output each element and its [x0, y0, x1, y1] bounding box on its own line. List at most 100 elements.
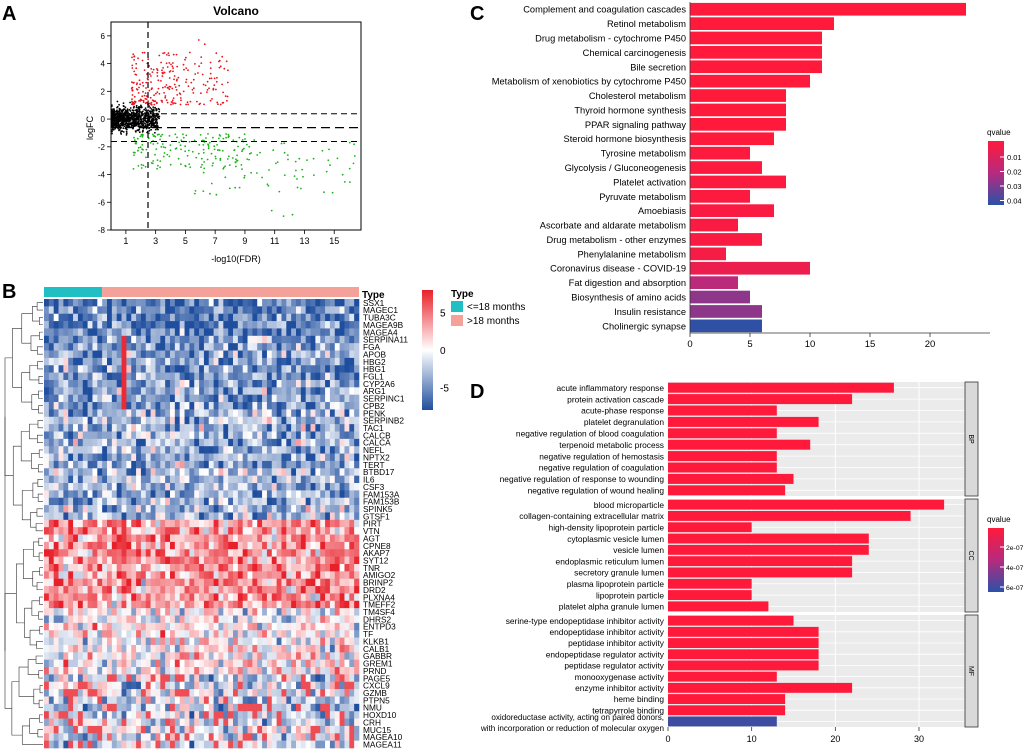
- heat-cell: [145, 460, 151, 469]
- heat-cell: [145, 379, 151, 388]
- heat-cell: [325, 446, 331, 454]
- heat-cell: [247, 593, 253, 602]
- heat-cell: [228, 534, 234, 543]
- heat-cell: [325, 571, 331, 579]
- heat-cell: [131, 321, 137, 329]
- heat-cell: [252, 578, 258, 587]
- heat-cell: [266, 394, 273, 403]
- heat-cell: [305, 424, 311, 432]
- heat-cell: [203, 652, 210, 660]
- heat-cell: [228, 689, 234, 697]
- heat-cell: [247, 299, 253, 307]
- heat-cell: [339, 659, 345, 668]
- heat-cell: [174, 446, 180, 454]
- heat-cell: [92, 424, 98, 432]
- heat-cell: [160, 350, 166, 359]
- ns-point: [156, 118, 158, 121]
- heat-cell: [107, 630, 113, 638]
- heat-cell: [237, 438, 243, 447]
- heat-cell: [44, 519, 50, 528]
- down-point: [202, 148, 205, 151]
- heat-cell: [266, 335, 273, 344]
- heat-cell: [329, 343, 336, 351]
- heat-cell: [228, 468, 234, 476]
- up-point: [172, 62, 174, 64]
- heat-cell: [165, 667, 171, 675]
- up-point: [161, 99, 163, 102]
- heat-cell: [271, 453, 277, 462]
- heat-cell: [354, 343, 360, 351]
- heat-cell: [339, 328, 345, 337]
- heatmap-cells: [44, 299, 360, 749]
- heat-cell: [97, 563, 103, 572]
- heat-cell: [44, 483, 50, 491]
- heat-cell: [252, 527, 258, 535]
- up-point: [164, 86, 167, 88]
- dendrogram-branch: [30, 512, 37, 528]
- heat-cell: [170, 446, 176, 454]
- heat-cell: [262, 652, 268, 660]
- heat-cell: [48, 306, 54, 315]
- heat-cell: [300, 483, 306, 491]
- heat-cell: [247, 460, 253, 469]
- heat-cell: [300, 328, 306, 337]
- heat-cell: [344, 438, 350, 447]
- heat-cell: [320, 357, 326, 366]
- heat-cell: [155, 431, 161, 440]
- heat-cell: [194, 674, 200, 683]
- heat-cell: [315, 335, 321, 344]
- heat-cell: [160, 306, 166, 315]
- heat-cell: [165, 608, 171, 616]
- ns-point: [154, 116, 156, 119]
- heat-cell: [155, 468, 161, 476]
- heat-cell: [213, 357, 219, 366]
- row-dendrogram: [4, 302, 43, 745]
- up-point: [200, 92, 202, 95]
- heat-cell: [68, 689, 74, 697]
- heat-cell: [44, 600, 50, 609]
- heat-cell: [150, 497, 156, 506]
- heat-cell: [325, 350, 331, 359]
- down-point: [176, 136, 178, 139]
- heat-cell: [300, 652, 306, 660]
- heat-cell: [354, 534, 360, 543]
- heat-cell: [242, 321, 248, 329]
- down-point: [237, 145, 239, 148]
- heat-cell: [126, 453, 132, 462]
- heat-cell: [184, 689, 190, 697]
- heat-cell: [145, 313, 151, 322]
- heat-cell: [82, 586, 88, 594]
- heat-cell: [296, 622, 302, 631]
- heat-cell: [271, 379, 277, 388]
- heat-cell: [184, 615, 190, 624]
- heat-cell: [262, 357, 268, 366]
- heat-cell: [203, 409, 210, 418]
- heat-cell: [53, 681, 59, 690]
- heat-cell: [208, 409, 214, 418]
- heat-cell: [286, 652, 292, 660]
- heat-cell: [189, 578, 195, 587]
- heat-cell: [92, 299, 98, 307]
- heat-cell: [73, 593, 79, 602]
- heat-cell: [165, 541, 171, 550]
- heat-cell: [208, 321, 214, 329]
- heat-cell: [281, 387, 287, 395]
- heat-cell: [315, 306, 321, 315]
- heat-cell: [276, 372, 282, 381]
- heat-cell: [252, 321, 258, 329]
- heat-cell: [111, 519, 117, 528]
- heat-cell: [194, 306, 200, 315]
- heat-cell: [126, 460, 132, 469]
- heat-cell: [334, 379, 340, 388]
- heat-cell: [208, 387, 214, 395]
- heat-cell: [315, 483, 321, 491]
- heat-cell: [276, 549, 282, 557]
- heat-cell: [339, 586, 345, 594]
- heat-cell: [266, 416, 273, 425]
- heat-cell: [44, 667, 50, 675]
- down-point: [329, 164, 331, 167]
- dendrogram-branch: [21, 372, 32, 403]
- heat-cell: [63, 350, 69, 359]
- heat-cell: [218, 652, 224, 660]
- heat-cell: [344, 600, 350, 609]
